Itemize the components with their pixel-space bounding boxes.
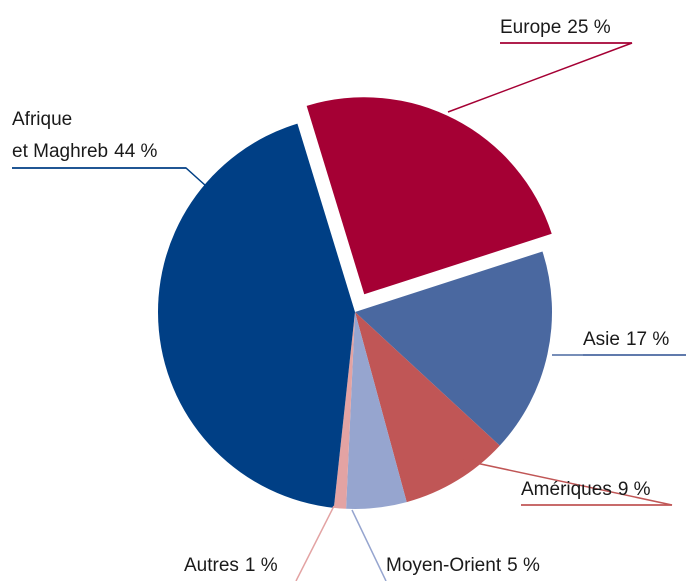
label-line: Afrique <box>12 109 77 130</box>
slice-label: Amériques <box>521 479 612 500</box>
slice-value-label: 44 % <box>114 141 157 162</box>
leader-line <box>295 505 335 581</box>
pie-slice <box>355 251 552 446</box>
label-line: et Maghreb <box>12 141 108 162</box>
leader-line <box>12 167 207 187</box>
slice-value-label: 17 % <box>626 329 669 350</box>
pie-slice <box>158 123 355 508</box>
slice-value-label: 25 % <box>567 17 610 38</box>
slice-value-label: 5 % <box>507 555 540 576</box>
pie-slice <box>355 312 500 503</box>
slice-value-label: 1 % <box>245 555 278 576</box>
pie-slice <box>333 312 355 509</box>
slice-label: Moyen-Orient <box>386 555 502 576</box>
leader-line <box>351 509 387 581</box>
pie-slice <box>346 312 407 509</box>
pie-slice <box>306 97 552 295</box>
slice-label: Europe <box>500 17 561 38</box>
slice-label: Afrique et Maghreb <box>12 109 108 162</box>
leader-line <box>447 42 633 113</box>
slice-label: Autres <box>184 555 239 576</box>
slice-value-label: 9 % <box>618 479 651 500</box>
slice-label: Asie <box>583 329 620 350</box>
